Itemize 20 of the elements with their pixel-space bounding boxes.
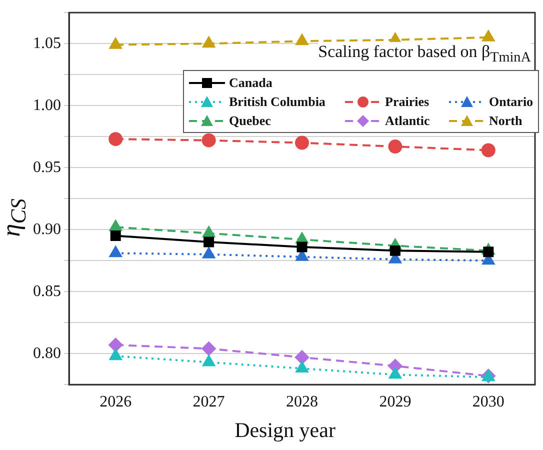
legend-label: British Columbia (229, 94, 326, 110)
x-tick-label: 2030 (472, 393, 504, 410)
x-tick-label: 2027 (192, 393, 225, 410)
legend-label: Canada (229, 74, 272, 90)
y-tick-label: 0.80 (33, 344, 61, 362)
legend-label: North (489, 112, 522, 128)
y-tick-label: 0.90 (33, 220, 61, 238)
x-axis-title: Design year (234, 418, 336, 442)
annotation: Scaling factor based on β$_{TminA}$ (318, 42, 531, 68)
y-tick-label: 0.95 (33, 158, 61, 176)
x-tick-label: 2028 (286, 393, 318, 410)
y-tick-label: 0.85 (33, 282, 61, 300)
legend-label: Quebec (229, 112, 271, 128)
legend-label: Atlantic (385, 112, 430, 128)
y-tick-label: 1.00 (33, 96, 61, 114)
legend-label: Ontario (489, 94, 534, 110)
x-tick-label: 2026 (100, 393, 132, 410)
x-tick-label: 2029 (379, 393, 412, 410)
legend-label: Prairies (385, 94, 430, 110)
y-tick-label: 1.05 (33, 34, 61, 52)
